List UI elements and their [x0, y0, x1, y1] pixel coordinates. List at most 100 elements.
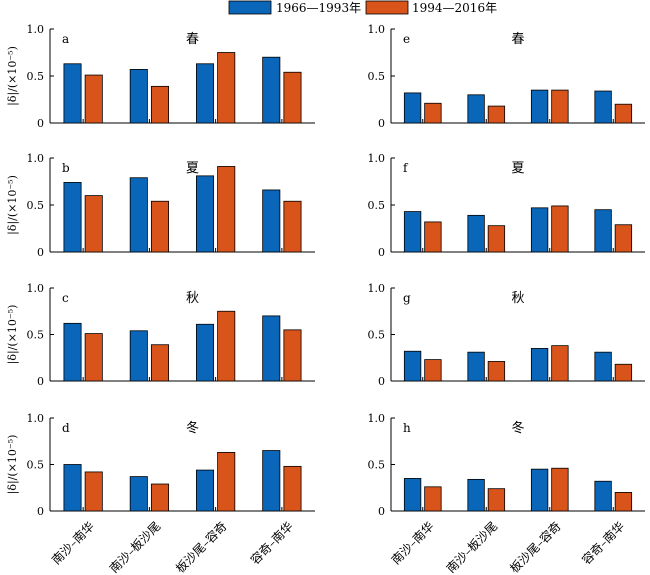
y-tick-label: 1.0 — [368, 412, 386, 425]
bar-e-s1-c1 — [403, 92, 422, 124]
y-tick-label: 0.5 — [368, 70, 386, 83]
category-label: 南沙–南华 — [388, 518, 437, 567]
bar-g-s2-c4 — [614, 363, 633, 382]
legend-label-series-1: 1966—1993年 — [276, 1, 361, 15]
bar-c-s1-c1 — [63, 322, 82, 382]
y-axis-label: |δ|/(×10⁻⁵) — [6, 175, 20, 235]
bar-b-s2-c4 — [283, 200, 302, 253]
bar-f-s2-c4 — [614, 224, 633, 253]
bar-f-s1-c1 — [403, 211, 422, 253]
panel-c: 0 0.5 1.0 c 秋 |δ|/(×10⁻⁵) — [6, 282, 315, 388]
y-axis-label: |δ|/(×10⁻⁵) — [6, 435, 20, 495]
bar-c-s1-c4 — [262, 315, 281, 382]
bar-c-s2-c2 — [150, 344, 169, 382]
bar-a-s1-c1 — [63, 63, 82, 124]
y-tick-label: 0 — [37, 505, 44, 518]
bar-d-s1-c3 — [196, 469, 215, 512]
panel-season-title: 夏 — [186, 161, 199, 176]
category-label: 容奇–南华 — [247, 518, 296, 567]
bar-h-s2-c4 — [614, 491, 633, 512]
bar-a-s2-c2 — [150, 85, 169, 124]
bar-a-s2-c1 — [84, 74, 103, 124]
bar-h-s1-c1 — [403, 478, 422, 512]
y-tick-label: 1.0 — [27, 282, 45, 295]
panel-letter: e — [403, 32, 410, 46]
legend: 1966—1993年 1994—2016年 — [228, 0, 497, 15]
y-tick-label: 0.5 — [27, 70, 45, 83]
bar-d-s2-c2 — [150, 483, 169, 512]
bar-f-s2-c1 — [424, 221, 442, 253]
legend-label-series-2: 1994—2016年 — [412, 1, 497, 15]
y-tick-label: 0.5 — [368, 329, 386, 342]
bar-e-s1-c3 — [530, 89, 549, 124]
bar-h-s1-c3 — [530, 468, 549, 512]
y-tick-label: 0.5 — [368, 199, 386, 212]
y-tick-label: 0 — [37, 246, 44, 259]
panel-season-title: 春 — [186, 32, 199, 47]
bar-h-s2-c2 — [487, 488, 506, 512]
panel-letter: c — [62, 291, 69, 305]
y-tick-label: 0 — [37, 117, 44, 130]
category-label: 南沙–板沙尾 — [106, 518, 163, 575]
bar-a-s2-c4 — [283, 71, 302, 124]
legend-swatch-series-1 — [228, 0, 272, 15]
bar-d-s2-c1 — [84, 471, 103, 512]
panel-season-title: 冬 — [186, 420, 199, 436]
bar-c-s1-c2 — [129, 330, 148, 382]
panel-season-title: 夏 — [511, 161, 524, 176]
panel-b: 0 0.5 1.0 b 夏 |δ|/(×10⁻⁵) — [6, 152, 315, 259]
bar-e-s1-c4 — [594, 90, 612, 124]
bar-e-s2-c2 — [487, 105, 506, 124]
bar-a-s1-c4 — [262, 56, 281, 124]
bar-f-s1-c4 — [594, 209, 612, 253]
bar-g-s2-c1 — [424, 359, 442, 382]
panel-f: 0 0.5 1.0 f 夏 — [368, 152, 645, 259]
bar-a-s1-c3 — [196, 63, 215, 124]
panel-letter: f — [403, 161, 409, 175]
bar-d-s2-c4 — [283, 465, 302, 512]
panel-season-title: 冬 — [511, 420, 524, 436]
y-tick-label: 0 — [378, 375, 385, 388]
bar-d-s1-c4 — [262, 450, 281, 512]
panel-season-title: 秋 — [511, 291, 524, 306]
bar-c-s2-c3 — [217, 310, 236, 382]
bar-c-s1-c3 — [196, 323, 215, 382]
category-label: 板沙尾–容奇 — [507, 518, 564, 575]
bar-c-s2-c4 — [283, 329, 302, 382]
y-tick-label: 1.0 — [368, 23, 386, 36]
bar-f-s2-c3 — [551, 205, 569, 253]
bar-b-s1-c2 — [129, 177, 148, 253]
panel-d: 0 0.5 1.0 南沙–南华 南沙–板沙尾 板沙尾–容奇 容奇–南华 d 冬 |δ|/(×10⁻… — [6, 412, 315, 575]
y-tick-label: 1.0 — [368, 282, 386, 295]
category-label: 南沙–南华 — [48, 518, 97, 567]
bar-d-s1-c2 — [129, 476, 148, 512]
y-tick-label: 0.5 — [27, 329, 45, 342]
y-tick-label: 0 — [378, 505, 385, 518]
panel-letter: h — [403, 421, 411, 435]
y-tick-label: 1.0 — [27, 23, 45, 36]
y-axis-label: |δ|/(×10⁻⁵) — [6, 46, 20, 106]
y-tick-label: 0 — [378, 246, 385, 259]
y-tick-label: 0.5 — [27, 459, 45, 472]
y-tick-label: 1.0 — [27, 412, 45, 425]
bar-f-s2-c2 — [487, 225, 506, 253]
panel-letter: b — [62, 161, 70, 175]
bar-g-s1-c2 — [467, 351, 485, 382]
bar-g-s1-c4 — [594, 351, 612, 382]
bar-f-s1-c2 — [467, 214, 485, 253]
bar-b-s2-c3 — [217, 166, 236, 253]
bar-b-s2-c1 — [84, 195, 103, 253]
bar-g-s2-c2 — [487, 361, 506, 382]
bar-g-s2-c3 — [551, 345, 569, 382]
bar-h-s2-c3 — [551, 467, 569, 512]
panel-season-title: 秋 — [186, 291, 199, 306]
bar-b-s2-c2 — [150, 200, 169, 253]
panel-letter: d — [62, 421, 70, 435]
bar-e-s1-c2 — [467, 94, 485, 124]
bar-e-s2-c1 — [424, 102, 442, 124]
y-axis-label: |δ|/(×10⁻⁵) — [6, 305, 20, 365]
bar-h-s1-c4 — [594, 480, 612, 512]
bar-e-s2-c4 — [614, 103, 633, 124]
category-label: 南沙–板沙尾 — [443, 518, 500, 575]
bar-h-s1-c2 — [467, 478, 485, 512]
